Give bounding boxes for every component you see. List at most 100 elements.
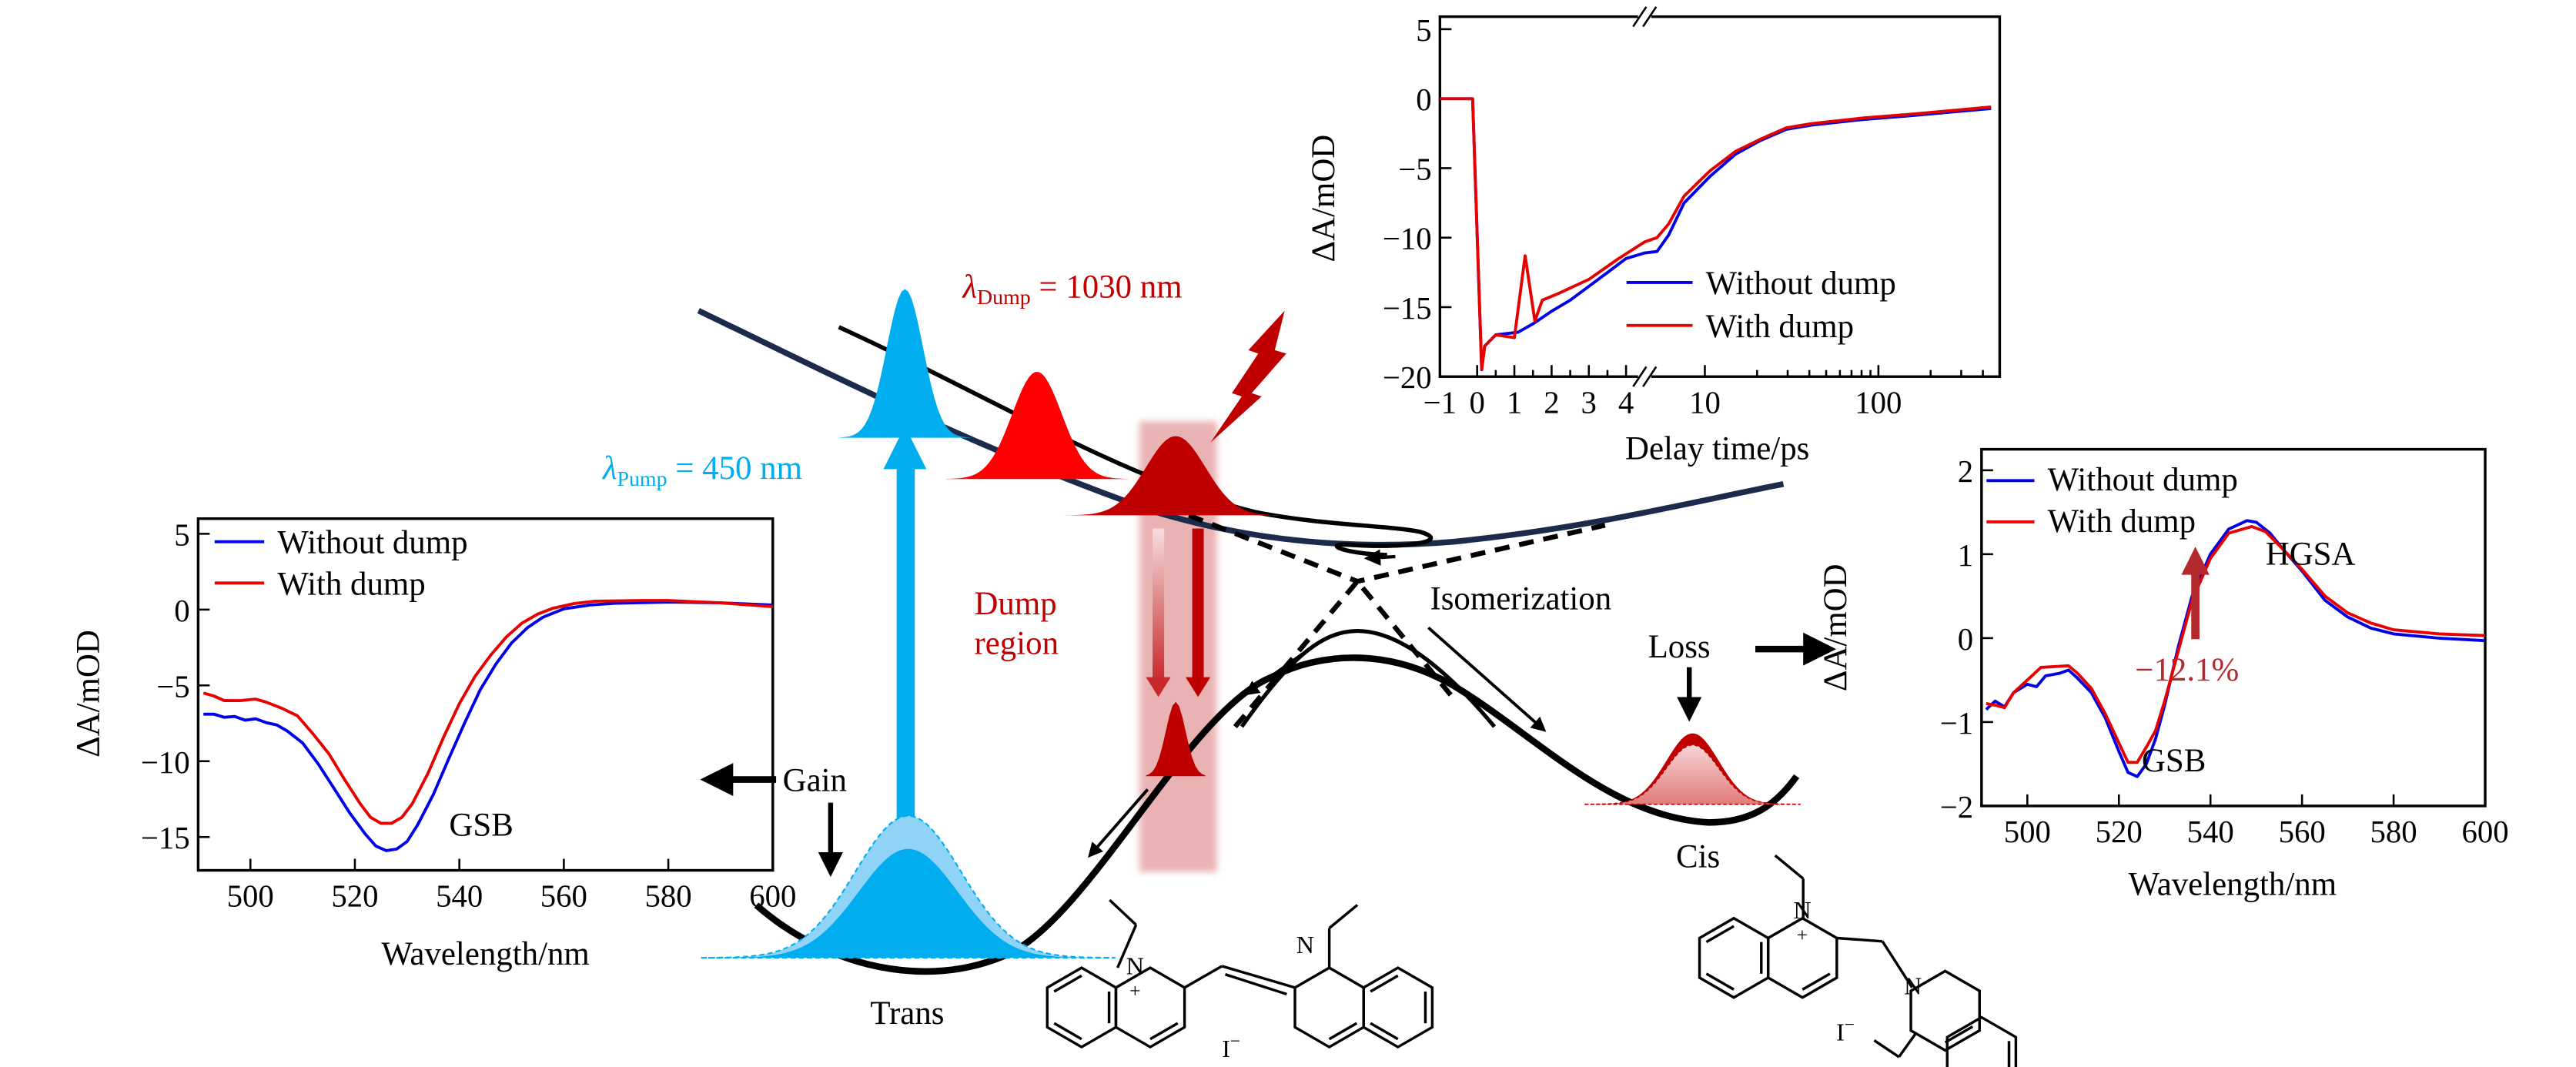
trans-plus-charge: + xyxy=(1129,980,1141,1002)
double-bond xyxy=(1944,1025,1974,1044)
x-tick-label: 2 xyxy=(1544,385,1559,420)
trans-label: Trans xyxy=(870,995,944,1032)
double-bond xyxy=(1053,974,1082,993)
x-tick-label: 540 xyxy=(436,879,483,914)
y-tick-label: −20 xyxy=(1383,360,1432,395)
legend-label-without: Without dump xyxy=(277,525,467,561)
cis-plus-charge: + xyxy=(1797,924,1808,946)
trans-n-plus-atom: N xyxy=(1126,952,1144,980)
back-to-trans-arrow xyxy=(1244,651,1306,696)
series-line-without-dump xyxy=(203,600,773,852)
dump-wavelength-label: λDump = 1030 nm xyxy=(961,269,1182,309)
barrier-curve-upper xyxy=(1239,628,1497,728)
series-line-without-dump xyxy=(1985,519,2486,778)
chart-left-spectrum: 500 520 540 560 580 600 5 0 −5 −10 −15 xyxy=(141,517,796,914)
legend-label-with: With dump xyxy=(2048,503,2196,540)
cis-n-plus-atom: N xyxy=(1793,896,1811,924)
bond xyxy=(1898,1032,1917,1058)
cis-iodide: I− xyxy=(1836,1015,1855,1046)
right-y-axis-title: ΔA/mOD xyxy=(1818,564,1854,691)
dump-arrow-gradient-head xyxy=(1146,677,1171,697)
series-line-with-dump xyxy=(1986,525,2486,764)
benzo-ring xyxy=(1045,966,1118,1049)
x-tick-label: 560 xyxy=(540,879,587,914)
kinetics-legend: Without dump With dump xyxy=(1626,266,1896,345)
excited-state-curve-wavepacket-path xyxy=(838,325,1434,557)
y-tick-label: −15 xyxy=(141,821,190,855)
isomerization-label: Isomerization xyxy=(1430,581,1611,617)
series-line-with-dump xyxy=(1440,97,1992,372)
gain-label: Gain xyxy=(783,763,847,799)
trans-n-atom: N xyxy=(1296,931,1314,958)
x-tick-label: 600 xyxy=(749,879,796,914)
chart-right-spectrum: 500 520 540 560 580 600 2 1 0 −1 −2 xyxy=(1940,447,2509,849)
bond xyxy=(1328,904,1359,929)
dumped-wavepacket xyxy=(1146,701,1206,777)
axis-break-mark xyxy=(1632,6,1648,28)
pump-arrow-shaft xyxy=(896,466,915,855)
kinetics-x-axis-title: Delay time/ps xyxy=(1625,430,1809,467)
pyridine-ring xyxy=(1909,969,1981,1052)
cis-n-atom: N xyxy=(1904,972,1922,999)
x-tick-label: 560 xyxy=(2279,814,2326,849)
x-tick-label: 100 xyxy=(1855,385,1902,420)
double-bond xyxy=(1370,1022,1399,1041)
double-bond xyxy=(1053,1022,1082,1041)
kinetics-y-axis-title: ΔA/mOD xyxy=(1306,135,1342,263)
right-percent-label: −12.1% xyxy=(2135,652,2239,688)
x-tick-label: 520 xyxy=(331,879,378,914)
reduction-arrow-head xyxy=(2181,547,2210,575)
cis-population-with-dump xyxy=(1584,744,1801,805)
x-tick-label: 580 xyxy=(645,879,692,914)
pyridine-ring xyxy=(1293,966,1365,1049)
axis-break-mark xyxy=(1642,6,1658,28)
loss-label: Loss xyxy=(1648,629,1711,665)
dump-arrow-gradient-shaft xyxy=(1153,528,1165,681)
right-legend: Without dump With dump xyxy=(1986,462,2238,540)
right-x-axis-title: Wavelength/nm xyxy=(2129,867,2337,903)
bond xyxy=(1774,854,1805,880)
conical-intersection-dashed-upper xyxy=(1188,513,1606,584)
x-tick-label: 540 xyxy=(2187,814,2234,849)
bond xyxy=(1183,965,1223,989)
dump-region-label-line1: Dump xyxy=(974,586,1056,622)
right-gsb-label: GSB xyxy=(2142,743,2206,779)
bond xyxy=(1221,965,1296,989)
x-tick-label: 3 xyxy=(1581,385,1597,420)
x-tick-label: 600 xyxy=(2461,814,2508,849)
axis-break-mark xyxy=(1632,366,1648,387)
bond xyxy=(1109,898,1137,926)
cis-label: Cis xyxy=(1676,838,1720,875)
y-tick-label: −15 xyxy=(1383,291,1432,326)
relaxation-arrow xyxy=(1363,549,1396,566)
x-tick-label: 10 xyxy=(1689,385,1721,420)
x-tick-label: 500 xyxy=(2004,814,2051,849)
dump-arrow-head xyxy=(1186,677,1211,697)
axis-break-mark xyxy=(1642,366,1658,387)
series-line-with-dump xyxy=(202,599,773,825)
benzo-ring xyxy=(1945,1015,2018,1067)
double-bond xyxy=(1149,1022,1179,1041)
x-tick-label: 4 xyxy=(1618,385,1634,420)
legend-label-without: Without dump xyxy=(2048,462,2238,498)
double-bond xyxy=(1705,925,1735,944)
ground-population-with-dump xyxy=(701,848,1115,958)
ground-state-curve xyxy=(754,654,1800,975)
y-tick-label: −2 xyxy=(1940,790,1973,824)
benzo-ring xyxy=(1362,966,1434,1049)
y-tick-label: −5 xyxy=(1398,152,1431,186)
plot-frame xyxy=(1980,447,2487,808)
trans-iodide: I− xyxy=(1222,1032,1240,1062)
double-bond xyxy=(1328,1022,1358,1041)
pump-wavepacket xyxy=(838,289,972,438)
dumped-relaxation-arrow xyxy=(1088,788,1149,858)
bond xyxy=(1224,973,1287,996)
conical-intersection-dashed-lower xyxy=(1233,577,1459,729)
left-y-axis-title: ΔA/mOD xyxy=(71,630,107,758)
lightning-bolt-icon xyxy=(1210,310,1286,443)
left-x-axis-title: Wavelength/nm xyxy=(381,936,589,972)
reduction-arrow-shaft xyxy=(2191,570,2200,640)
double-bond xyxy=(1705,972,1735,991)
